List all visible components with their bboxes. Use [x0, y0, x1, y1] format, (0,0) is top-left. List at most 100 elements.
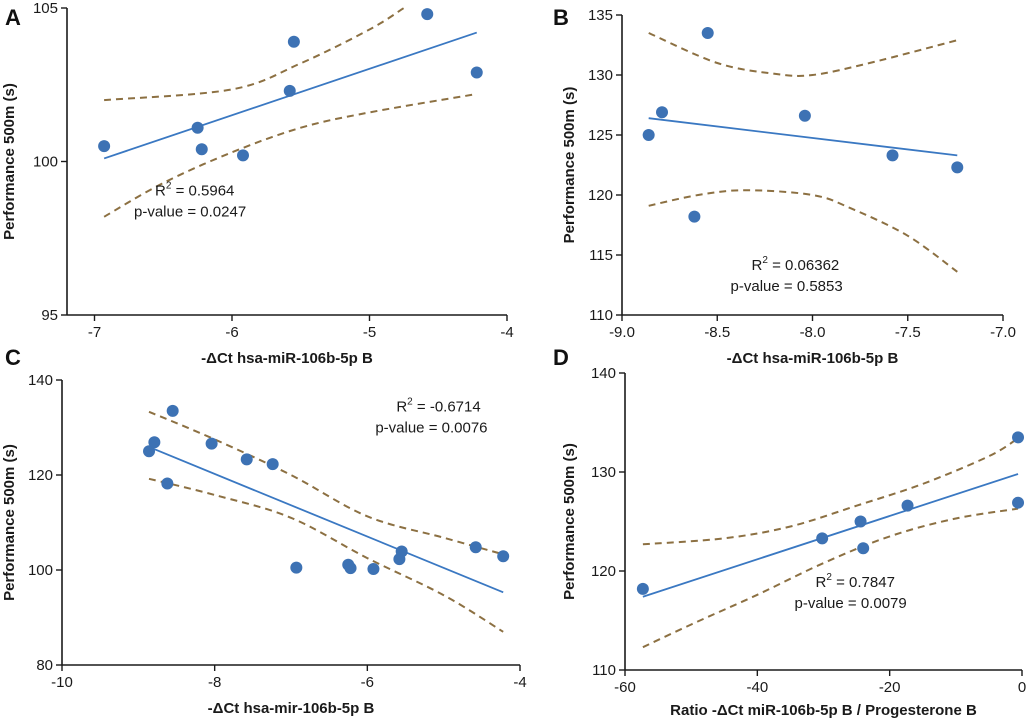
p-value-label: p-value = 0.0076	[375, 419, 487, 436]
data-point	[143, 445, 156, 458]
data-point	[344, 562, 357, 575]
data-point	[195, 143, 208, 156]
x-tick-label: -8.0	[800, 324, 826, 341]
y-tick-label: 100	[28, 562, 53, 579]
x-tick-label: -8.5	[704, 324, 730, 341]
x-axis-title: -ΔCt hsa-miR-106b-5p B	[201, 350, 373, 367]
data-point	[642, 129, 655, 141]
data-point	[290, 561, 303, 574]
x-tick-label: -7.0	[990, 324, 1016, 341]
y-tick-label: 135	[588, 7, 613, 24]
data-point	[886, 149, 899, 162]
x-tick-label: -10	[51, 674, 73, 691]
ci-upper-curve	[104, 7, 405, 102]
y-axis-title: Performance 500m (s)	[1, 83, 18, 240]
x-tick-label: -4	[513, 674, 526, 691]
data-point	[857, 542, 870, 555]
data-point	[266, 458, 279, 471]
ci-upper-curve	[148, 410, 504, 556]
x-axis-title: -ΔCt hsa-mir-106b-5p B	[208, 700, 375, 717]
data-point	[421, 8, 434, 21]
data-point	[688, 210, 701, 223]
ci-lower-curve	[103, 93, 477, 218]
data-point	[283, 84, 296, 97]
ci-upper-curve	[642, 437, 1019, 546]
data-point	[798, 109, 811, 122]
regression-line	[642, 473, 1019, 598]
x-tick-label: -9.0	[609, 324, 635, 341]
data-point	[636, 582, 649, 595]
panel-d: D 110 120 130 140 -60 -40 -20 0 Ratio -ΔCt miR-1…	[553, 345, 1026, 719]
x-tick-label: -8	[208, 674, 221, 691]
ci-lower-curve	[648, 189, 958, 273]
regression-line	[648, 117, 958, 157]
data-point	[205, 437, 218, 450]
data-point	[701, 27, 714, 39]
y-axis-title: Performance 500m (s)	[561, 87, 578, 244]
p-value-label: p-value = 0.5853	[731, 278, 843, 295]
data-point	[497, 550, 510, 563]
data-point	[166, 404, 179, 417]
panel-c-letter: C	[5, 345, 21, 370]
data-point	[161, 477, 174, 490]
x-tick-label: -40	[746, 679, 768, 696]
data-point	[148, 436, 161, 449]
panel-b: B 110 115 120 125 130 135 -9.0 -8.5 -8.0 -7.5 -7.0…	[553, 5, 1016, 367]
panel-b-letter: B	[553, 5, 569, 30]
r-squared-label: R2 = 0.7847	[816, 572, 895, 591]
y-tick-label: 110	[589, 307, 613, 324]
y-tick-label: 115	[589, 247, 613, 264]
data-point	[470, 66, 483, 79]
y-axis-title: Performance 500m (s)	[1, 444, 18, 601]
y-tick-label: 140	[28, 372, 53, 389]
data-point	[816, 532, 829, 545]
ci-lower-curve	[148, 477, 504, 633]
y-axis-title: Performance 500m (s)	[561, 443, 578, 600]
p-value-label: p-value = 0.0247	[134, 203, 246, 220]
regression-line	[148, 446, 504, 594]
x-tick-label: -6	[225, 324, 238, 341]
y-tick-label: 105	[33, 0, 58, 17]
data-point	[287, 35, 300, 48]
data-point	[1012, 496, 1025, 509]
x-axis-title: -ΔCt hsa-miR-106b-5p B	[727, 350, 899, 367]
y-tick-label: 125	[588, 127, 613, 144]
panel-a-letter: A	[5, 5, 21, 30]
y-tick-label: 120	[28, 467, 53, 484]
x-tick-label: -7.5	[895, 324, 921, 341]
data-point	[469, 541, 482, 554]
panel-a: A 95 100 105 -7 -6 -5 -4 -ΔCt hsa-miR-106b-5p B…	[1, 0, 514, 367]
data-point	[240, 453, 253, 466]
data-point	[951, 161, 964, 174]
data-point	[98, 140, 111, 153]
data-point	[901, 499, 914, 512]
data-point	[854, 515, 867, 528]
panel-c: C 80 100 120 140 -10 -8 -6 -4 -ΔCt hsa-mir-106b-…	[1, 345, 527, 717]
panel-d-letter: D	[553, 345, 569, 370]
x-tick-label: -4	[500, 324, 513, 341]
x-tick-label: -5	[363, 324, 376, 341]
r-squared-label: R2 = 0.06362	[752, 255, 840, 274]
data-point	[191, 121, 204, 134]
r-squared-label: R2 = -0.6714	[396, 396, 480, 415]
data-point	[1012, 431, 1025, 444]
x-axis-title: Ratio -ΔCt miR-106b-5p B / Progesterone …	[670, 702, 977, 719]
y-tick-label: 130	[591, 464, 616, 481]
x-tick-label: -6	[361, 674, 374, 691]
data-point	[367, 563, 380, 576]
data-point	[395, 545, 408, 558]
ci-upper-curve	[648, 32, 958, 77]
y-tick-label: 80	[36, 657, 53, 674]
r-squared-label: R2 = 0.5964	[155, 180, 234, 199]
y-tick-label: 120	[588, 187, 613, 204]
y-tick-label: 110	[592, 662, 616, 679]
x-tick-label: -7	[88, 324, 101, 341]
x-tick-label: 0	[1018, 679, 1026, 696]
x-tick-label: -20	[879, 679, 901, 696]
ci-lower-curve	[642, 507, 1019, 649]
y-tick-label: 140	[591, 365, 616, 382]
y-tick-label: 130	[588, 67, 613, 84]
y-tick-label: 120	[591, 563, 616, 580]
data-point	[237, 149, 249, 162]
